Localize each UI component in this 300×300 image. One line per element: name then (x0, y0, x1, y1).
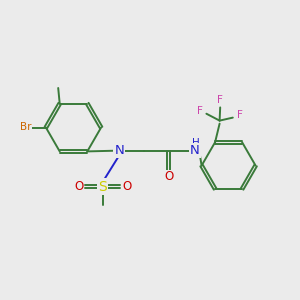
Text: H: H (192, 138, 200, 148)
Text: N: N (115, 144, 124, 157)
Text: O: O (164, 170, 173, 184)
Text: N: N (190, 144, 200, 157)
Text: O: O (122, 180, 131, 193)
Text: F: F (197, 106, 203, 116)
Text: F: F (237, 110, 243, 120)
Text: F: F (217, 94, 223, 105)
Text: S: S (98, 180, 107, 194)
Text: O: O (74, 180, 83, 193)
Text: Br: Br (20, 122, 32, 133)
